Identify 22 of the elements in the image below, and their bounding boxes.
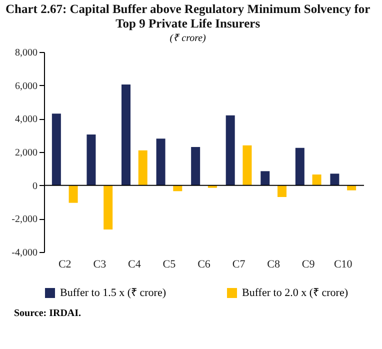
y-tick-label: 4,000 xyxy=(15,114,38,126)
y-tick-label: 0 xyxy=(32,180,38,192)
source-note: Source: IRDAI. xyxy=(14,308,82,319)
x-tick-label: C6 xyxy=(198,258,211,270)
x-tick-label: C2 xyxy=(58,258,72,270)
x-tick-label: C8 xyxy=(267,258,280,270)
y-tick-label: 8,000 xyxy=(15,48,38,58)
legend-label: Buffer to 2.0 x (₹ crore) xyxy=(242,287,348,299)
chart-subtitle: (₹ crore) xyxy=(170,33,207,44)
x-tick-label: C3 xyxy=(93,258,107,270)
text: Chart 2.67: Capital Buffer above Regulatory Minimum Solvency for xyxy=(6,2,370,16)
y-tick-label: 2,000 xyxy=(15,148,38,158)
x-tick-label: C7 xyxy=(232,258,246,270)
x-tick-label: C4 xyxy=(128,258,142,270)
y-tick-label: -4,000 xyxy=(12,248,38,258)
text: Top 9 Private Life Insurers xyxy=(116,16,260,30)
x-tick-label: C5 xyxy=(162,258,176,270)
y-tick-label: -2,000 xyxy=(12,214,38,226)
y-tick-label: 6,000 xyxy=(15,80,38,92)
legend-label: Buffer to 1.5 x (₹ crore) xyxy=(60,287,166,299)
x-tick-label: C9 xyxy=(302,258,316,270)
x-tick-label: C10 xyxy=(334,258,353,270)
